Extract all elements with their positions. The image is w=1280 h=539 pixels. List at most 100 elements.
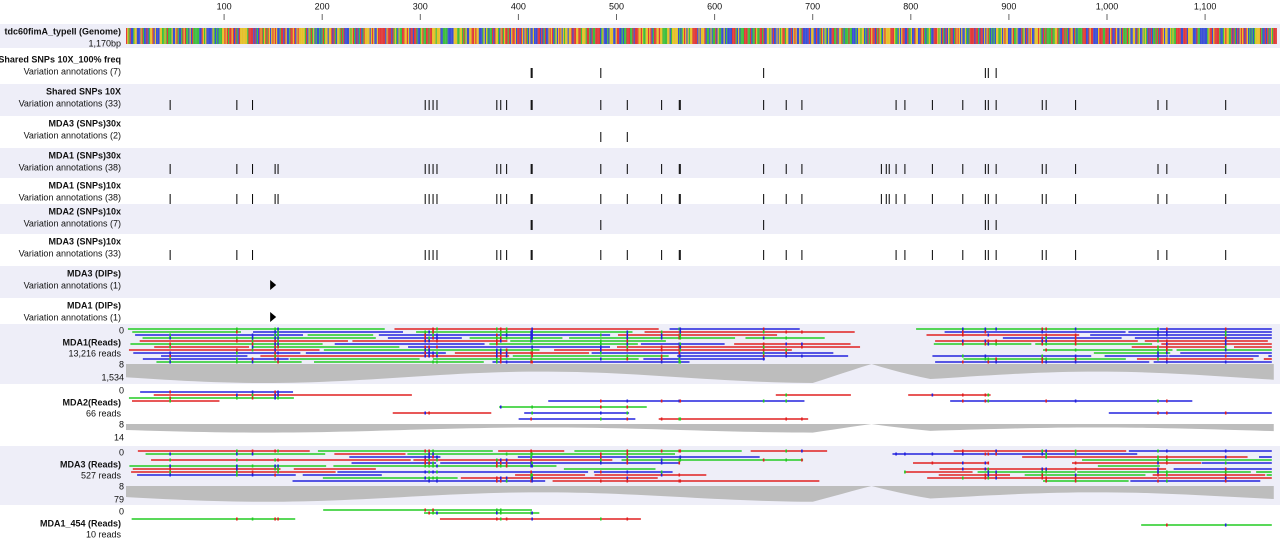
base [808,28,811,44]
base [343,28,345,44]
base [417,28,419,44]
base [1056,28,1058,44]
base [603,28,605,44]
base [546,28,548,44]
base [1126,28,1129,44]
base [469,28,471,44]
base [1072,28,1075,44]
track-name: MDA1 (DIPs) [67,300,121,310]
read-variant [961,339,964,343]
base [1035,28,1037,44]
base [1022,28,1024,44]
base [692,28,694,44]
base [224,28,226,44]
base [304,28,307,44]
read-variant [1157,461,1159,465]
read-variant [1157,399,1159,403]
base [460,28,463,44]
base [1173,28,1175,44]
base [604,28,607,44]
read-variant [679,342,682,346]
base [530,28,532,44]
base [650,28,652,44]
base [373,28,375,44]
base [448,28,451,44]
base [651,28,653,44]
read-variant [236,449,238,453]
base [142,28,145,44]
base [772,28,775,44]
base [295,28,297,44]
read-variant [424,348,427,352]
base [535,28,537,44]
read-variant [424,336,427,340]
base [1047,28,1049,44]
read-variant [274,357,276,361]
read-variant [530,455,532,459]
base [361,28,363,44]
base [561,28,563,44]
base [673,28,675,44]
read-variant [236,458,238,462]
read-variant [995,449,997,453]
base [742,28,745,44]
read-variant [274,473,276,477]
base [1182,28,1184,44]
base [140,28,142,44]
read-variant [274,351,276,355]
base [622,28,625,44]
base [171,28,173,44]
base [738,28,740,44]
read-variant [660,348,663,352]
read-variant [530,479,532,483]
read-variant [531,351,533,355]
base [951,28,953,44]
base [276,28,278,44]
track-bg [0,266,1280,298]
read-variant [987,461,990,465]
base [350,28,352,44]
read-variant [274,449,276,453]
read-variant [436,476,438,480]
base [710,28,712,44]
base [1248,28,1250,44]
read-variant [961,393,964,397]
axis-label: 8 [119,481,124,491]
read-variant [496,336,498,340]
base [222,28,224,44]
base [667,28,669,44]
base [1218,28,1220,44]
base [944,28,946,44]
base [997,28,999,44]
read-variant [626,348,629,352]
base [511,28,513,44]
base [676,28,679,44]
base [602,28,604,44]
read-variant [995,360,997,364]
read-variant [785,348,788,352]
base [242,28,244,44]
base [1209,28,1211,44]
read-variant [801,449,803,453]
read-variant [531,345,533,349]
track-name: MDA1 (SNPs)30x [48,150,121,160]
base [913,28,915,44]
read-variant [274,345,276,349]
read-variant [660,357,663,361]
read-variant [762,458,765,462]
base [139,28,141,44]
base [258,28,260,44]
base [748,28,751,44]
base [723,28,725,44]
base [480,28,482,44]
base [976,28,979,44]
base [283,28,285,44]
base [567,28,569,44]
read-variant [961,333,964,337]
base [273,28,275,44]
base [966,28,968,44]
base [288,28,290,44]
base [214,28,217,44]
read-variant [678,449,681,453]
ruler-label: 400 [511,1,526,11]
